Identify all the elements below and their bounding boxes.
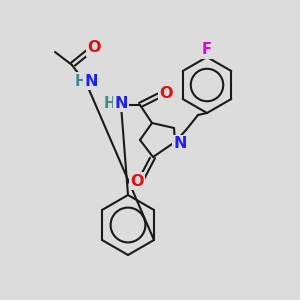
Text: F: F (202, 43, 212, 58)
Text: N: N (84, 74, 98, 88)
Text: O: O (159, 85, 173, 100)
Text: O: O (87, 40, 101, 56)
Text: H: H (75, 74, 87, 88)
Text: N: N (173, 136, 187, 152)
Text: N: N (114, 95, 128, 110)
Text: H: H (104, 95, 116, 110)
Text: O: O (130, 173, 144, 188)
